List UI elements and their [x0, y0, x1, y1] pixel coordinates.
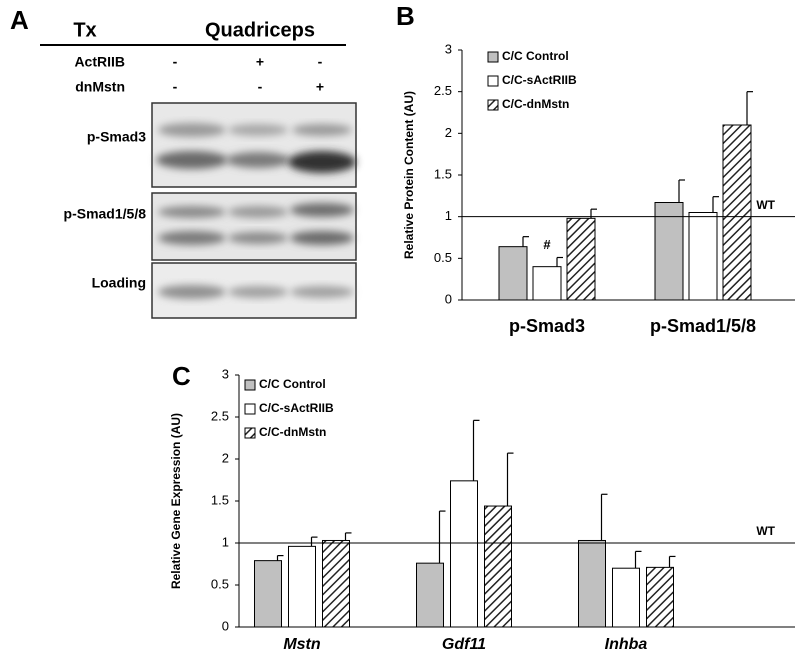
y-tick-label: 0.5	[434, 250, 452, 265]
legend-swatch	[244, 427, 256, 439]
band-label: Loading	[92, 275, 146, 291]
legend-label: C/C Control	[259, 377, 326, 391]
y-tick-label: 0	[222, 618, 229, 633]
y-axis-label: Relative Protein Content (AU)	[402, 91, 416, 259]
row-sign: -	[318, 54, 323, 70]
legend-swatch	[487, 51, 499, 63]
blot-labels: ActRIIB - + - dnMstn - - + p-Smad3 p-Smad1/5/8 Loa…	[64, 54, 325, 291]
y-tick-label: 1	[445, 208, 452, 223]
y-tick-label: 3	[222, 366, 229, 381]
legend-swatch	[487, 75, 499, 87]
legend-label: C/C Control	[502, 49, 569, 63]
legend-label: C/C-dnMstn	[502, 97, 569, 111]
row-sign: +	[256, 54, 264, 70]
y-tick-label: 1.5	[211, 492, 229, 507]
y-tick-label: 1.5	[434, 166, 452, 181]
charts: 0 0.5 1 1.5 2 2.5 3 Relative Protein Content (A…	[169, 41, 795, 653]
x-tick-label: Mstn	[283, 636, 321, 653]
reference-label: WT	[756, 198, 775, 212]
bar	[612, 567, 640, 628]
legend-label: C/C-sActRIIB	[502, 73, 577, 87]
y-tick-label: 0.5	[211, 576, 229, 591]
bar	[450, 480, 478, 628]
x-tick-label: Inhba	[605, 636, 648, 653]
bar	[416, 562, 444, 628]
row-sign: -	[173, 54, 178, 70]
bar	[654, 202, 684, 301]
bar	[288, 545, 316, 628]
bar	[532, 266, 562, 301]
bar	[484, 505, 512, 628]
legend-swatch	[244, 379, 256, 391]
x-tick-label: p-Smad3	[509, 316, 585, 336]
y-tick-label: 2.5	[211, 408, 229, 423]
bar	[688, 212, 718, 301]
y-tick-label: 1	[222, 534, 229, 549]
bar	[646, 566, 674, 628]
bar	[322, 539, 350, 628]
row-sign: +	[316, 79, 324, 95]
panel-label: A	[10, 5, 29, 35]
bar	[254, 560, 282, 628]
row-sign: -	[173, 79, 178, 95]
legend-label: C/C-sActRIIB	[259, 401, 334, 415]
legend-label: C/C-dnMstn	[259, 425, 326, 439]
y-axis-label: Relative Gene Expression (AU)	[169, 413, 183, 589]
bar	[498, 246, 528, 301]
x-tick-label: p-Smad1/5/8	[650, 316, 756, 336]
bar	[578, 539, 606, 628]
panel-label: C	[172, 361, 191, 391]
legend-swatch	[487, 99, 499, 111]
legend-swatch	[244, 403, 256, 415]
x-tick-label: Gdf11	[442, 636, 486, 653]
y-tick-label: 2.5	[434, 83, 452, 98]
blot-image	[151, 102, 357, 319]
annotation: #	[543, 237, 551, 252]
bar	[566, 217, 596, 301]
panel-label: B	[396, 1, 415, 31]
y-tick-label: 3	[445, 41, 452, 56]
band-label: p-Smad3	[87, 129, 146, 145]
row-label: dnMstn	[75, 79, 125, 95]
blot-header: Quadriceps	[205, 19, 315, 41]
row-sign: -	[258, 79, 263, 95]
y-tick-label: 2	[445, 125, 452, 140]
row-label: ActRIIB	[74, 54, 125, 70]
blot-header: Tx	[73, 19, 96, 41]
bar	[722, 124, 752, 301]
reference-label: WT	[756, 524, 775, 538]
band-label: p-Smad1/5/8	[64, 206, 147, 222]
y-tick-label: 0	[445, 291, 452, 306]
y-tick-label: 2	[222, 450, 229, 465]
